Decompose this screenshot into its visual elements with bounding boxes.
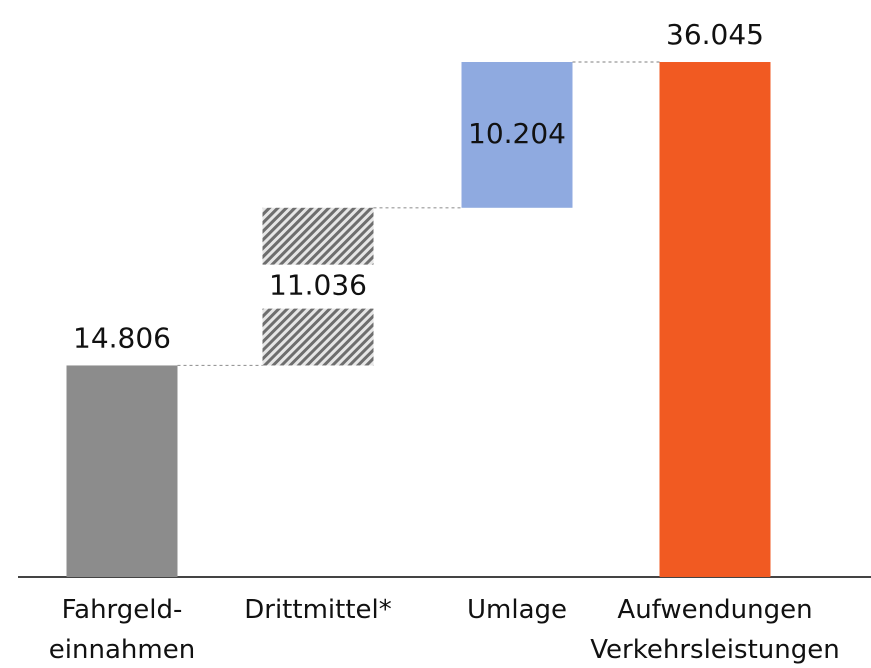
bar xyxy=(461,62,573,208)
value-label: 10.204 xyxy=(468,117,566,150)
bar xyxy=(66,365,178,577)
bar xyxy=(659,62,771,578)
value-label: 11.036 xyxy=(269,269,367,302)
x-tick-label: Umlage xyxy=(466,595,567,625)
value-label: 14.806 xyxy=(73,321,171,354)
x-tick-label: Fahrgeld- einnahmen xyxy=(48,595,196,665)
x-tick-label: Drittmittel* xyxy=(244,595,392,625)
x-tick-label: Aufwendungen Verkehrsleistungen xyxy=(590,595,840,665)
value-label: 36.045 xyxy=(666,18,764,51)
label-bg xyxy=(262,264,374,309)
